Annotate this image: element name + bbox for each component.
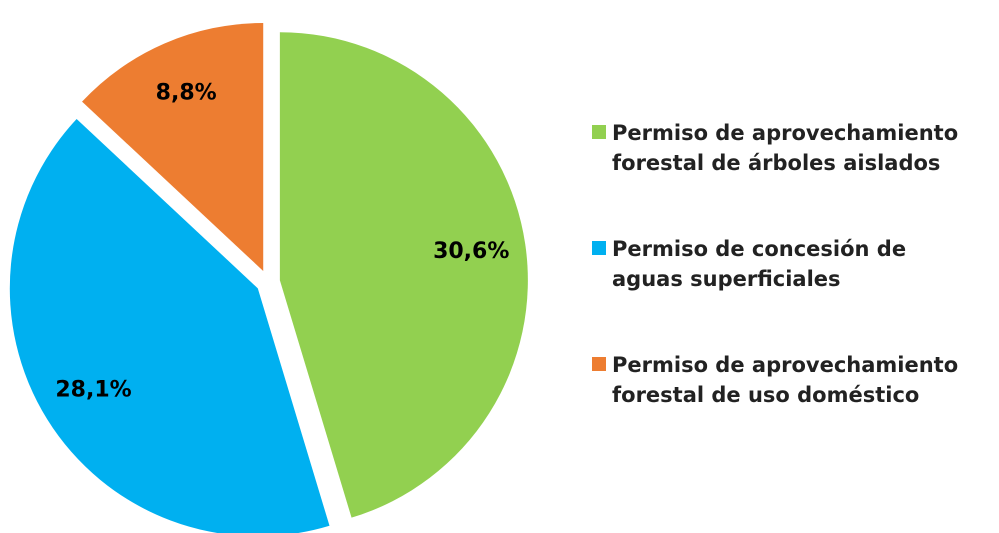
legend-swatch (592, 125, 606, 139)
data-label: 30,6% (433, 239, 509, 264)
data-label: 28,1% (55, 377, 131, 402)
pie-slice (82, 22, 264, 271)
legend-label: Permiso de aprovechamiento forestal de u… (612, 353, 959, 407)
legend-item: Permiso de aprovechamiento forestal de á… (592, 118, 958, 178)
legend-item: Permiso de concesión de aguas superficia… (592, 234, 906, 294)
pie-slice (9, 118, 330, 533)
chart: 30,6% 28,1% 8,8% (9, 22, 528, 533)
pie-slice (279, 32, 528, 518)
legend-label: Permiso de aprovechamiento forestal de á… (612, 121, 959, 175)
data-label: 8,8% (156, 81, 217, 106)
legend-swatch (592, 357, 606, 371)
legend-item: Permiso de aprovechamiento forestal de u… (592, 350, 958, 410)
legend-swatch (592, 241, 606, 255)
legend-label: Permiso de concesión de aguas superficia… (612, 237, 907, 291)
